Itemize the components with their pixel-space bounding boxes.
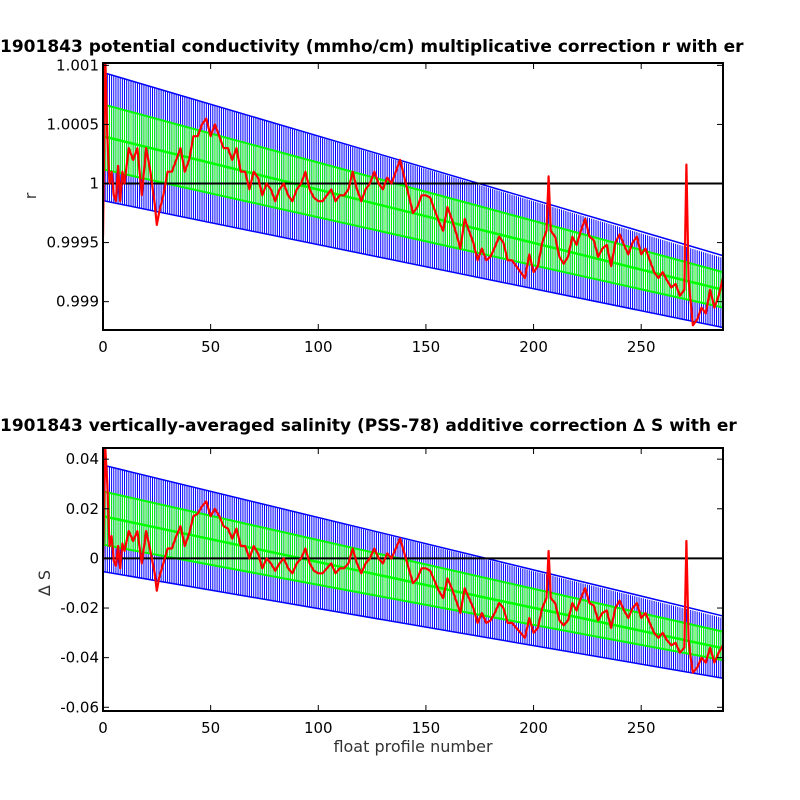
y-tick-label: -0.06 xyxy=(60,698,99,716)
plot-area: 0 50 100 150 200 250 0.999 0.9995 1 1.0005 1.001 xyxy=(47,56,724,356)
y-tick-label: 0.9995 xyxy=(47,234,100,252)
outer-lower-bound xyxy=(103,199,723,329)
inner-upper-bound xyxy=(103,103,723,274)
x-tick-label: 100 xyxy=(304,338,333,356)
y-tick-label: -0.02 xyxy=(60,599,99,617)
outer-upper-bound xyxy=(103,464,723,617)
plot-content xyxy=(103,448,723,679)
x-tick-label: 150 xyxy=(412,338,441,356)
y-axis-label: ∆ S xyxy=(35,570,54,597)
x-tick-label: 150 xyxy=(412,719,441,737)
x-tick-label: 50 xyxy=(201,338,220,356)
axes-frame xyxy=(102,62,724,331)
chart-title: 1901843 potential conductivity (mmho/cm)… xyxy=(0,37,744,57)
y-tick-label: 0.999 xyxy=(56,293,99,311)
y-tick-label: 0 xyxy=(89,549,99,567)
chart-title: 1901843 vertically-averaged salinity (PS… xyxy=(0,416,737,436)
y-tick-label: 1.001 xyxy=(56,56,99,74)
x-tick-label: 250 xyxy=(627,719,656,737)
inner-error-bars xyxy=(103,103,723,309)
x-tick-label: 0 xyxy=(98,338,108,356)
plot-area: 0 50 100 150 200 250 -0.06 -0.04 -0.02 0 0.02 0.04 xyxy=(60,447,724,737)
inner-lower-bound xyxy=(103,543,723,662)
correction-series-line xyxy=(103,63,723,327)
x-tick-label: 200 xyxy=(519,338,548,356)
x-tick-label: 200 xyxy=(519,719,548,737)
y-tick-label: 0.04 xyxy=(66,450,99,468)
salinity-correction-chart: 1901843 vertically-averaged salinity (PS… xyxy=(0,416,737,756)
y-axis-label: r xyxy=(21,192,40,199)
x-tick-label: 50 xyxy=(201,719,220,737)
outer-lower-bound xyxy=(103,570,723,679)
inner-upper-bound xyxy=(103,490,723,633)
outer-upper-bound xyxy=(103,71,723,257)
axes-frame xyxy=(102,447,724,712)
y-tick-label: -0.04 xyxy=(60,649,99,667)
inner-lower-bound xyxy=(103,168,723,309)
conductivity-correction-chart: 1901843 potential conductivity (mmho/cm)… xyxy=(0,37,744,356)
y-tick-label: 1.0005 xyxy=(47,115,100,133)
y-tick-label: 1 xyxy=(89,175,99,193)
correction-series-line xyxy=(103,448,723,674)
x-tick-label: 0 xyxy=(98,719,108,737)
x-axis-label: float profile number xyxy=(333,737,493,756)
plot-content xyxy=(103,63,723,329)
y-tick-label: 0.02 xyxy=(66,500,99,518)
x-tick-label: 100 xyxy=(304,719,333,737)
x-tick-label: 250 xyxy=(627,338,656,356)
